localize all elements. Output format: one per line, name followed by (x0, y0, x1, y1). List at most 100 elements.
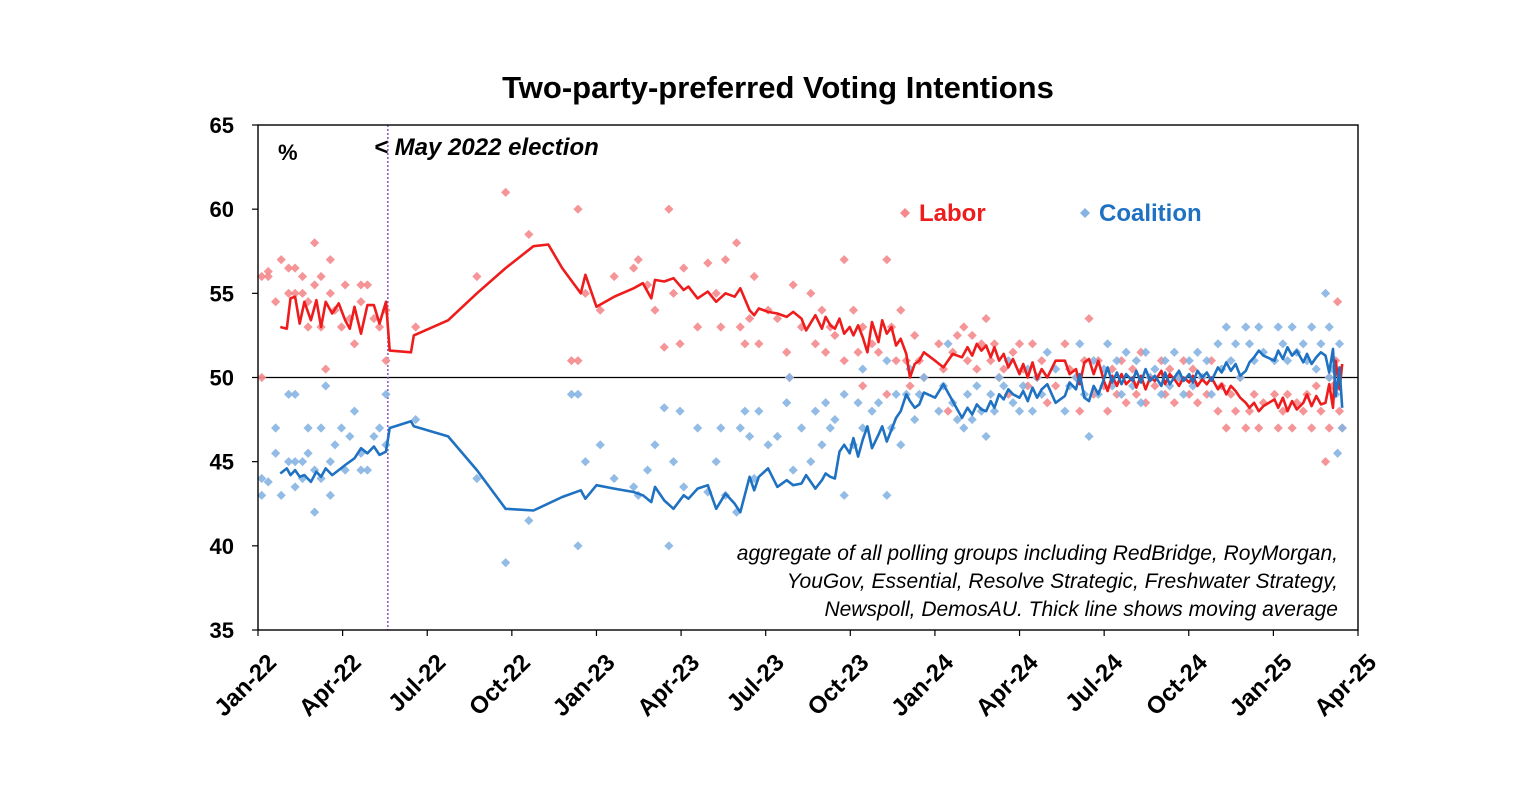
labor-poll-point (1128, 364, 1138, 374)
labor-poll-point (1116, 356, 1127, 366)
labor-poll-point (1320, 457, 1331, 467)
labor-poll-point (336, 322, 347, 332)
labor-poll-point (848, 305, 859, 315)
labor-poll-point (1316, 406, 1326, 416)
source-note: aggregate of all polling groups includin… (737, 542, 1338, 621)
coalition-poll-point (999, 381, 1009, 391)
coalition-poll-point (735, 423, 745, 433)
coalition-poll-point (711, 457, 721, 467)
labor-poll-point (679, 263, 689, 273)
coalition-poll-point (381, 389, 391, 399)
labor-poll-point (806, 288, 816, 298)
source-note-line: aggregate of all polling groups includin… (737, 542, 1338, 565)
coalition-poll-point (263, 477, 273, 487)
labor-poll-point (1121, 398, 1131, 408)
labor-poll-point (609, 271, 619, 282)
labor-poll-point (1131, 389, 1141, 399)
labor-legend-marker (900, 208, 910, 218)
labor-poll-point (566, 356, 577, 366)
coalition-poll-point (1150, 364, 1160, 374)
coalition-poll-point (943, 339, 953, 349)
coalition-poll-point (309, 507, 320, 517)
coalition-poll-point (891, 389, 901, 399)
labor-poll-point (1014, 339, 1025, 349)
coalition-poll-point (633, 490, 643, 500)
labor-poll-point (999, 364, 1009, 374)
labor-poll-point (943, 406, 953, 416)
coalition-poll-point (1084, 431, 1094, 442)
labor-poll-point (749, 271, 759, 282)
coalition-moving-average-line (279, 345, 1344, 514)
coalition-poll-point (1165, 381, 1175, 391)
coalition-poll-point (810, 406, 821, 416)
coalition-poll-point (1221, 322, 1231, 332)
coalition-poll-point (316, 423, 326, 433)
coalition-poll-point (325, 490, 335, 500)
labor-poll-point (1188, 364, 1198, 374)
coalition-poll-point (1121, 347, 1131, 357)
labor-poll-point (257, 271, 267, 282)
labor-poll-point (1273, 423, 1283, 433)
labor-poll-point (744, 313, 755, 324)
labor-poll-point (263, 271, 273, 282)
coalition-poll-point (858, 423, 868, 433)
coalition-poll-point (325, 457, 335, 467)
coalition-poll-point (411, 414, 421, 425)
coalition-poll-point (290, 389, 300, 399)
labor-poll-point (297, 288, 308, 298)
coalition-poll-point (1051, 364, 1061, 374)
labor-poll-point (1241, 423, 1251, 433)
labor-poll-point (1075, 406, 1085, 416)
coalition-poll-point (1037, 389, 1047, 399)
coalition-poll-point (934, 406, 944, 416)
moving-average-lines (279, 243, 1344, 514)
labor-poll-point (962, 356, 973, 366)
coalition-poll-point (1112, 356, 1122, 366)
labor-poll-point (1230, 406, 1241, 416)
labor-poll-point (716, 322, 726, 332)
labor-poll-point (321, 364, 331, 374)
chart-title: Two-party-preferred Voting Intentions (502, 70, 1054, 105)
coalition-poll-point (1324, 322, 1334, 332)
coalition-poll-point (679, 482, 689, 492)
labor-poll-point (882, 389, 892, 399)
labor-poll-point (1287, 423, 1297, 433)
coalition-poll-point (867, 406, 877, 416)
labor-poll-point (1107, 364, 1117, 374)
labor-poll-point (664, 204, 674, 214)
coalition-poll-point (1287, 322, 1297, 332)
labor-poll-point (959, 322, 969, 332)
labor-poll-point (356, 297, 366, 307)
labor-poll-point (896, 305, 906, 315)
coalition-poll-point (1324, 372, 1334, 383)
labor-poll-point (290, 263, 300, 273)
coalition-poll-point (573, 541, 583, 551)
labor-poll-point (972, 364, 982, 374)
coalition-poll-point (1337, 423, 1347, 433)
coalition-poll-point (910, 414, 920, 425)
labor-poll-point (524, 229, 534, 240)
coalition-poll-point (772, 431, 782, 442)
coalition-poll-point (1184, 356, 1194, 366)
labor-poll-point (362, 280, 373, 290)
labor-poll-point (290, 288, 300, 298)
coalition-legend-marker (1080, 208, 1090, 218)
coalition-poll-point (257, 490, 267, 500)
coalition-poll-point (1042, 347, 1052, 357)
coalition-poll-point (989, 406, 1000, 416)
coalition-poll-point (650, 440, 660, 450)
coalition-poll-point (1206, 389, 1217, 399)
coalition-poll-point (986, 389, 996, 399)
labor-poll-point (754, 339, 764, 349)
labor-poll-point (1278, 406, 1288, 416)
labor-poll-point (374, 322, 385, 332)
labor-poll-point (472, 271, 482, 282)
coalition-poll-point (290, 482, 300, 492)
labor-poll-point (981, 313, 991, 324)
coalition-poll-point (1160, 356, 1170, 366)
coalition-poll-point (642, 465, 653, 475)
coalition-poll-point (664, 541, 674, 551)
labor-poll-point (1269, 389, 1280, 399)
coalition-poll-point (981, 431, 991, 442)
labor-poll-point (284, 263, 294, 273)
